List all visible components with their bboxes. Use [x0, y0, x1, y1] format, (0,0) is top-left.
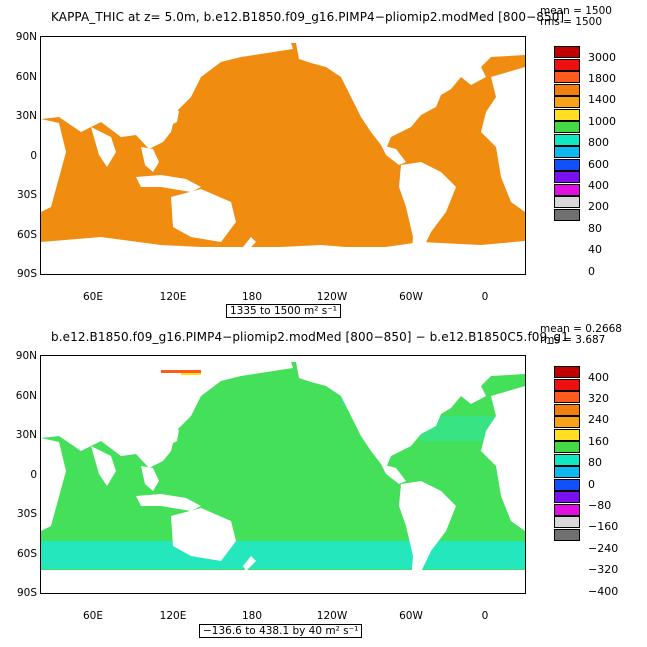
rms-value: rms = 1500 — [540, 16, 603, 28]
colorbar-label: 80 — [588, 221, 602, 235]
colorbar-swatch — [554, 58, 580, 71]
colorbar-label: −320 — [588, 563, 619, 577]
colorbar — [554, 366, 580, 541]
colorbar-label: 3000 — [588, 50, 616, 64]
colorbar-swatch — [554, 46, 580, 58]
colorbar-label: −160 — [588, 520, 619, 534]
lon-label: 120E — [159, 291, 187, 303]
map-frame — [40, 355, 526, 594]
lat-label: 60S — [16, 229, 37, 241]
colorbar-label: 400 — [588, 370, 609, 384]
colorbar-swatch — [554, 146, 580, 158]
lat-label: 30N — [15, 429, 37, 441]
colorbar-label: −240 — [588, 541, 619, 555]
lat-label: 90S — [16, 268, 37, 280]
map-panel-kappa-thic: KAPPA_THIC at z= 5.0m, b.e12.B1850.f09_g… — [0, 0, 647, 320]
colorbar-swatch — [554, 441, 580, 453]
colorbar-label: 0 — [588, 264, 595, 278]
lat-label: 30N — [15, 110, 37, 122]
world-map — [41, 37, 525, 274]
colorbar-label: −80 — [588, 498, 612, 512]
lat-label: 30S — [16, 508, 37, 520]
colorbar-swatch — [554, 196, 580, 208]
contour-range-label: −136.6 to 438.1 by 40 m² s⁻¹ — [199, 624, 363, 638]
colorbar-swatch — [554, 366, 580, 378]
lat-label: 90S — [16, 587, 37, 599]
panel-title: KAPPA_THIC at z= 5.0m, b.e12.B1850.f09_g… — [51, 10, 565, 24]
colorbar-label: 1400 — [588, 93, 616, 107]
colorbar-swatch — [554, 378, 580, 391]
lon-label: 0 — [481, 291, 489, 303]
lon-label: 60W — [399, 291, 423, 303]
colorbar-label: 240 — [588, 413, 609, 427]
colorbar-swatch — [554, 171, 580, 183]
colorbar-label: 600 — [588, 157, 609, 171]
colorbar — [554, 46, 580, 221]
land-masks — [41, 37, 525, 274]
mean-value: mean = 0.2668 — [540, 323, 622, 335]
rms-value: rms = 3.687 — [540, 334, 606, 346]
colorbar-swatch — [554, 133, 580, 146]
colorbar-swatch — [554, 121, 580, 133]
colorbar-label: 200 — [588, 200, 609, 214]
map-frame — [40, 36, 526, 275]
lon-label: 120E — [159, 610, 187, 622]
colorbar-swatch — [554, 491, 580, 503]
lon-label: 60E — [83, 610, 103, 622]
colorbar-label: 40 — [588, 243, 602, 257]
positive-anomaly-strip — [161, 370, 201, 373]
colorbar-swatch — [554, 503, 580, 516]
lon-label: 60W — [399, 610, 423, 622]
lon-label: 0 — [481, 610, 489, 622]
colorbar-label: 160 — [588, 434, 609, 448]
colorbar-swatch — [554, 403, 580, 416]
lon-label: 120W — [316, 610, 348, 622]
lat-label: 60S — [16, 548, 37, 560]
map-panel-difference: b.e12.B1850.f09_g16.PIMP4−pliomip2.modMe… — [0, 320, 647, 647]
lon-label: 120W — [316, 291, 348, 303]
lat-label: 30S — [16, 189, 37, 201]
panel-title: b.e12.B1850.f09_g16.PIMP4−pliomip2.modMe… — [51, 330, 569, 344]
colorbar-swatch — [554, 391, 580, 403]
colorbar-swatch — [554, 96, 580, 108]
lon-label: 180 — [241, 291, 263, 303]
colorbar-label: 1000 — [588, 114, 616, 128]
lon-label: 60E — [83, 291, 103, 303]
positive-anomaly-strip — [181, 373, 201, 375]
colorbar-swatch — [554, 466, 580, 478]
colorbar-label: 1800 — [588, 71, 616, 85]
colorbar-swatch — [554, 71, 580, 83]
lat-label: 60N — [15, 390, 37, 402]
colorbar-swatch — [554, 516, 580, 528]
colorbar-swatch — [554, 183, 580, 196]
lat-label: 90N — [15, 31, 37, 43]
lat-label: 90N — [15, 350, 37, 362]
colorbar-swatch — [554, 478, 580, 491]
colorbar-swatch — [554, 416, 580, 428]
colorbar-swatch — [554, 158, 580, 171]
world-map — [41, 356, 525, 593]
colorbar-label: 0 — [588, 477, 595, 491]
lat-label: 60N — [15, 71, 37, 83]
colorbar-label: 320 — [588, 391, 609, 405]
colorbar-swatch — [554, 108, 580, 121]
colorbar-swatch — [554, 208, 580, 221]
lat-label: 0 — [30, 150, 37, 162]
colorbar-label: 800 — [588, 136, 609, 150]
colorbar-swatch — [554, 428, 580, 441]
colorbar-label: −400 — [588, 584, 619, 598]
colorbar-label: 80 — [588, 456, 602, 470]
colorbar-swatch — [554, 453, 580, 466]
colorbar-swatch — [554, 83, 580, 96]
mean-value: mean = 1500 — [540, 5, 612, 17]
colorbar-swatch — [554, 528, 580, 541]
contour-range-label: 1335 to 1500 m² s⁻¹ — [226, 304, 341, 318]
lat-label: 0 — [30, 469, 37, 481]
colorbar-label: 400 — [588, 178, 609, 192]
lon-label: 180 — [241, 610, 263, 622]
land-masks — [41, 356, 525, 593]
